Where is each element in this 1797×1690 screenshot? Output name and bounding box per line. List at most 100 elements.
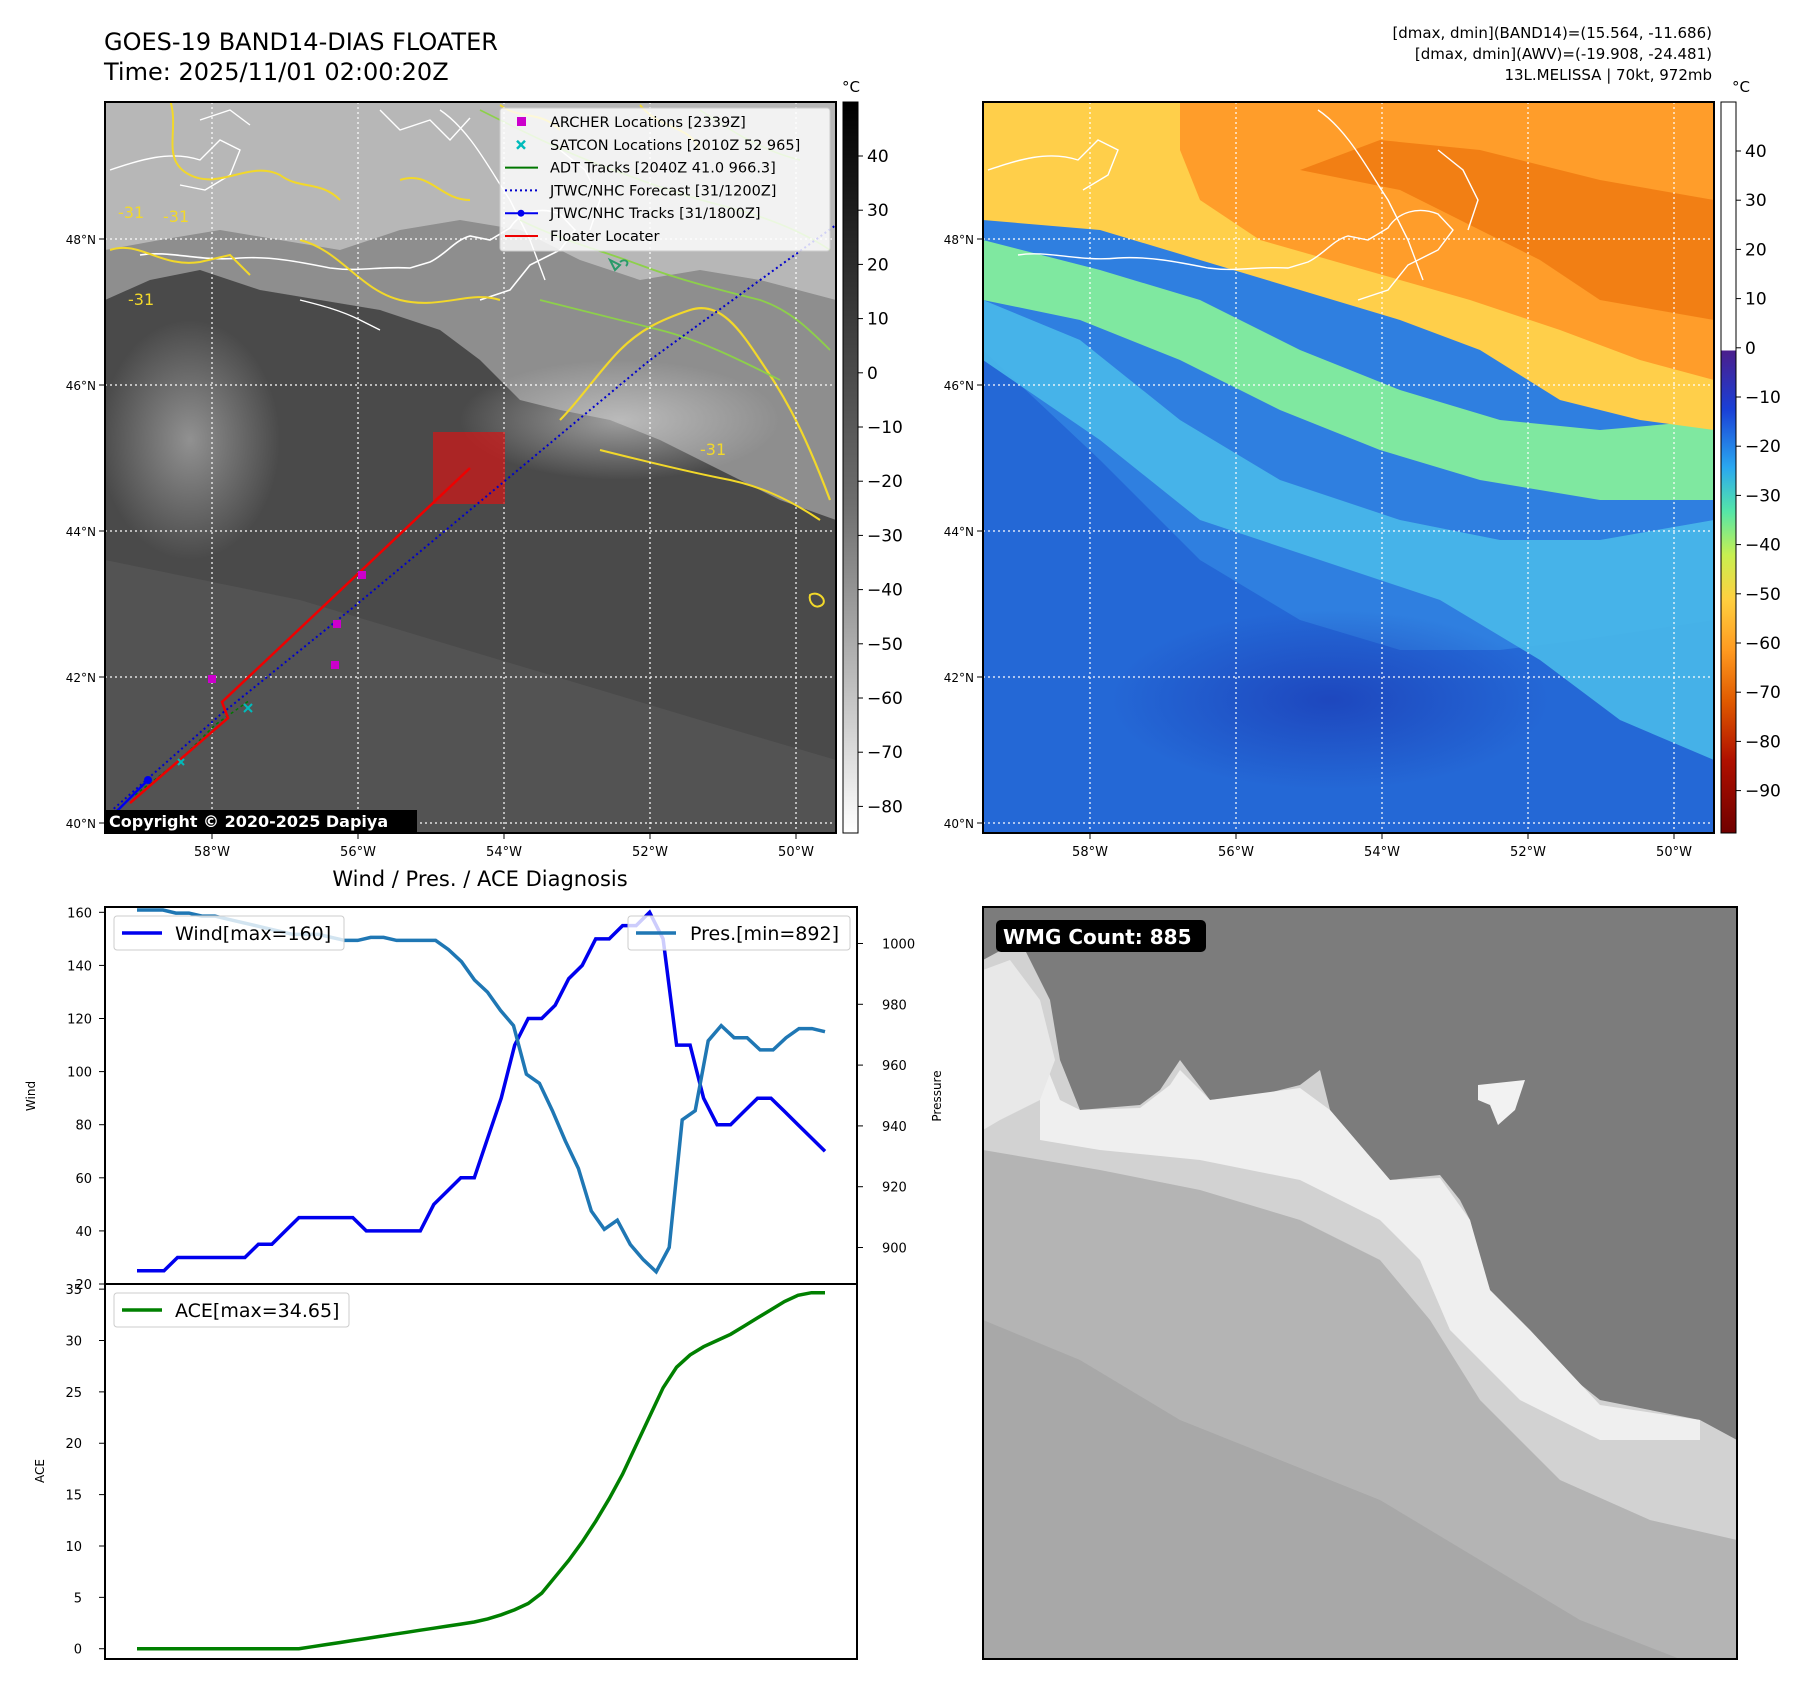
contour-yellow-3 [599,449,821,521]
awv-gridlines [983,102,1714,833]
wmg-isolated-patch [1478,1080,1525,1125]
lon-label: 50°W [1656,845,1692,860]
lat-label: 46°N [944,379,974,393]
legend-item: JTWC/NHC Tracks [31/1800Z] [505,206,761,222]
wind-pressure-frame [104,906,858,1285]
legend-item: SATCON Locations [2010Z 52 965] [516,138,800,154]
wmg-badge [996,920,1206,952]
ace-axis-label: ACE [33,1459,47,1483]
awv-colorbar: °C 40 30 20 10 0 −10 −20 −30 −40 −50 −60 −70 −80 −90 [1720,78,1781,834]
colorbar-tick-label: −80 [1745,732,1781,752]
colorbar-tick-label: −80 [867,797,903,817]
colorbar-tick-label: 0 [867,364,878,384]
colorbar-tick-label: −50 [867,635,903,655]
colorbar-tick-label: −40 [867,581,903,601]
wmg-panel: WMG Count: 885 [982,906,1738,1660]
lon-label: 58°W [1072,845,1108,860]
wind-axis-label: Wind [24,1081,38,1111]
lat-label: 42°N [66,671,96,685]
lon-label: 56°W [340,845,376,860]
legend-label: JTWC/NHC Forecast [31/1200Z] [549,183,776,199]
contour-label-3: -31 [128,290,154,309]
wind-tick-label: 20 [75,1278,92,1293]
colorbar-tick-label: 10 [867,310,889,330]
diagnosis-title: Wind / Pres. / ACE Diagnosis [332,867,627,891]
jtwc-track-point [144,776,152,784]
lon-label: 54°W [486,845,522,860]
copyright-badge [105,810,417,833]
diagnosis-chart: Wind / Pres. / ACE Diagnosis Wind Pressu… [24,867,944,1660]
ace-tick-label: 0 [74,1643,82,1658]
wind-tick-label: 40 [75,1225,92,1240]
awv-colorbar-unit: °C [1732,78,1750,96]
lon-label: 50°W [778,845,814,860]
colorbar-tick-label: 30 [1745,191,1767,211]
legend-item: ARCHER Locations [2339Z] [517,115,746,131]
lon-label: 54°W [1364,845,1400,860]
colorbar-tick-label: −10 [867,418,903,438]
wmg-white-edge [1040,1050,1700,1440]
legend-label: SATCON Locations [2010Z 52 965] [550,138,800,154]
pressure-tick-label: 940 [882,1120,907,1135]
ace-tick-label: 10 [65,1540,82,1555]
figure-title-line1: GOES-19 BAND14-DIAS FLOATER [104,28,498,56]
colorbar-tick-label: −90 [1745,782,1781,802]
lon-label: 56°W [1218,845,1254,860]
contour-label: -31 [118,203,144,222]
wind-tick-label: 100 [67,1066,92,1081]
lat-label: 40°N [66,817,96,831]
legend-label: ARCHER Locations [2339Z] [550,115,746,131]
legend-item: Floater Locater [505,229,659,245]
lat-label: 42°N [944,671,974,685]
copyright-text: Copyright © 2020-2025 Dapiya [109,812,388,831]
contour-yellow-2 [559,307,832,501]
legend-box [499,107,831,252]
colorbar-tick-label: 20 [867,255,889,275]
colorbar-tick-label: 40 [1745,142,1767,162]
lon-label: 52°W [632,845,668,860]
pressure-legend-box [627,915,851,951]
pressure-tick-label: 960 [882,1059,907,1074]
contour-label-2: -31 [163,207,189,226]
wind-tick-label: 80 [75,1119,92,1134]
awv-cyan-band [983,300,1714,760]
wind-tick-label: 160 [67,906,92,921]
ir-bright-band [460,360,780,480]
satcon-points [177,703,253,766]
ace-legend: ACE[max=34.65] [113,1292,350,1328]
info-line-3: 13L.MELISSA | 70kt, 972mb [1504,66,1712,84]
pressure-tick-label: 980 [882,998,907,1013]
legend-marker [517,117,526,126]
wmg-mid-fill [983,1320,1680,1659]
awv-colorbar-gradient [1720,101,1737,834]
awv-deep-orange [1300,140,1714,320]
lat-label: 48°N [66,233,96,247]
colorbar-tick-label: −60 [1745,634,1781,654]
colorbar-tick-label: −40 [1745,536,1781,556]
ace-legend-label: ACE[max=34.65] [175,1300,339,1322]
legend-label: Floater Locater [550,229,659,245]
pressure-legend: Pres.[min=892] [627,915,851,951]
wmg-count-label: WMG Count: 885 [1003,925,1192,949]
map-legend: ARCHER Locations [2339Z] SATCON Locations… [499,107,831,252]
figure-title-line2: Time: 2025/11/01 02:00:20Z [103,58,449,86]
legend-marker [517,209,525,217]
ir-low-cloud [105,560,836,833]
ir-colorbar-gradient [842,101,859,834]
wind-tick-label: 60 [75,1172,92,1187]
archer-points [208,571,366,683]
awv-dark-core [1110,610,1550,790]
ace-tick-label: 15 [65,1489,82,1504]
lon-label: 58°W [194,845,230,860]
lat-label: 44°N [944,525,974,539]
lat-label: 48°N [944,233,974,247]
wmg-left-edge [983,960,1055,1130]
ir-colorbar: °C 40 30 20 10 0 −10 −20 −30 −40 −50 −60 −70 −80 [842,78,903,834]
colorbar-tick-label: 10 [1745,290,1767,310]
legend-item: JTWC/NHC Forecast [31/1200Z] [505,183,776,199]
contour-yellow-1 [109,102,701,276]
adt-track-line [134,699,251,796]
contour-teal [607,257,629,272]
ir-bright-west [105,320,280,560]
